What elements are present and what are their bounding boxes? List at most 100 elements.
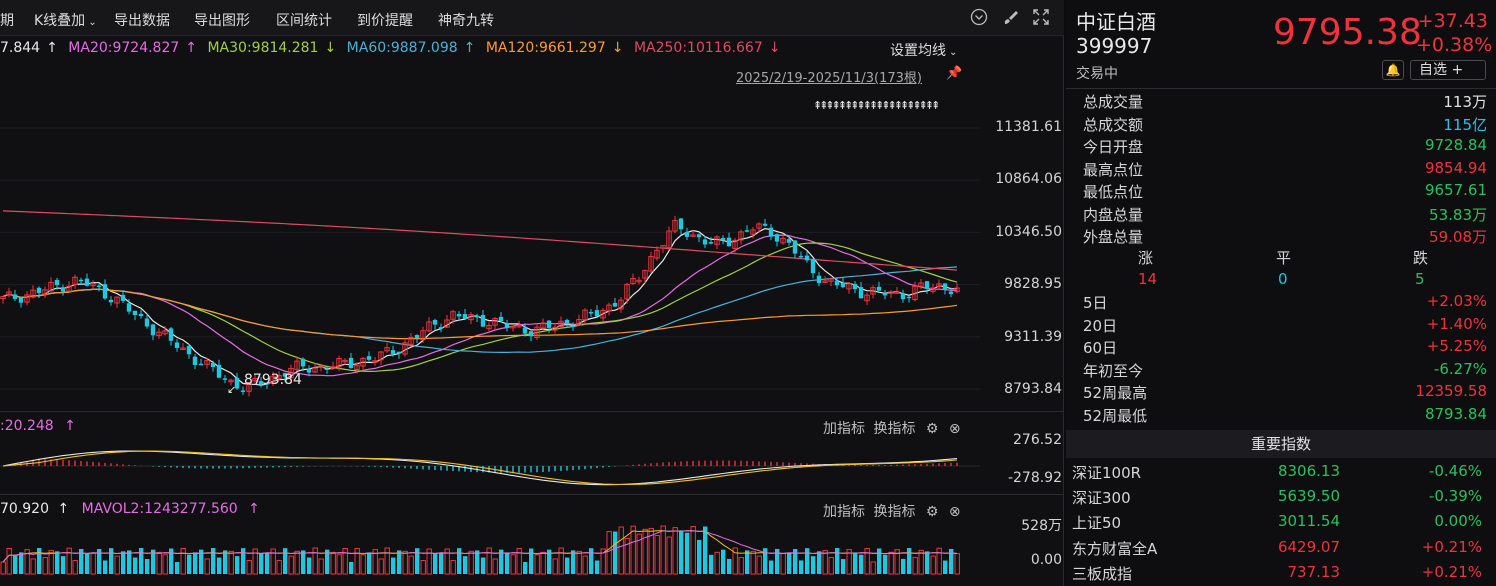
volume-bar xyxy=(463,556,468,574)
volume-bar xyxy=(828,556,834,575)
candle-body xyxy=(540,322,546,329)
quote-panel: 中证白酒 399997 9795.38 +37.43 +0.38% 交易中 🔔 … xyxy=(1066,0,1496,586)
overlay-menu[interactable]: K线叠加 ⌄ xyxy=(34,10,97,30)
candle-body xyxy=(324,368,330,370)
volume-bar xyxy=(199,549,204,574)
range-link[interactable]: 2025/2/19-2025/11/3(173根) xyxy=(736,71,922,86)
candle-body xyxy=(42,289,48,295)
add-indicator-button[interactable]: 加指标 xyxy=(823,421,865,437)
candle-body xyxy=(936,283,942,287)
index-row[interactable]: 深证300 5639.50 -0.39% xyxy=(1072,487,1488,511)
volume-bar xyxy=(156,551,162,575)
magic-reversal-button[interactable]: 神奇九转 xyxy=(438,13,494,29)
index-row[interactable]: 东方财富全A 6429.07 +0.21% xyxy=(1072,538,1488,562)
volume-bar xyxy=(457,548,462,574)
candle-body xyxy=(852,284,858,290)
candle-body xyxy=(912,285,918,301)
bell-icon[interactable]: 🔔 xyxy=(1382,60,1404,80)
mavol2-value: MAVOL2:1243277.560 xyxy=(81,501,238,517)
range-stats-button[interactable]: 区间统计 xyxy=(276,13,332,29)
volume-bar xyxy=(259,553,264,574)
candle-body xyxy=(426,321,432,332)
candle-body xyxy=(48,281,54,292)
index-name: 东方财富全A xyxy=(1072,539,1158,558)
candle-body xyxy=(558,320,564,328)
stat-value: 9854.94 xyxy=(1424,158,1487,177)
export-data-button[interactable]: 导出数据 xyxy=(114,13,170,29)
fullscreen-icon[interactable] xyxy=(1032,8,1050,30)
index-row[interactable]: 深证100R 8306.13 -0.46% xyxy=(1072,462,1488,486)
candle-body xyxy=(486,324,492,330)
candle-body xyxy=(402,342,408,355)
gear-icon[interactable]: ⚙ xyxy=(925,421,939,437)
stat-label: 最低点位 xyxy=(1083,183,1144,201)
volume-bar xyxy=(540,551,546,575)
period-row: 52周最低 8793.84 xyxy=(1083,405,1487,427)
volume-bar xyxy=(654,534,660,575)
candle-body xyxy=(756,223,762,229)
kline-chart[interactable] xyxy=(0,88,984,418)
switch-indicator-button[interactable]: 换指标 xyxy=(873,504,916,520)
candle-body xyxy=(294,360,300,370)
volume-bar xyxy=(721,549,726,574)
volume-bar xyxy=(883,554,888,574)
volume-bar xyxy=(679,530,684,574)
candle-body xyxy=(90,283,96,287)
candle-body xyxy=(306,368,312,373)
volume-bar xyxy=(13,554,18,574)
add-watchlist-button[interactable]: 自选 + xyxy=(1410,60,1486,80)
candle-body xyxy=(882,293,888,296)
volume-bar xyxy=(769,560,774,574)
volume-bar xyxy=(354,548,360,575)
volume-bar xyxy=(709,554,714,574)
pin-icon[interactable]: 📌 xyxy=(946,66,963,81)
export-chart-button[interactable]: 导出图形 xyxy=(194,13,250,29)
candle-body xyxy=(606,304,612,312)
brush-icon[interactable] xyxy=(1002,8,1020,30)
divider xyxy=(1066,88,1496,89)
macd-y-bottom: -278.92 xyxy=(1007,470,1062,486)
volume-bar xyxy=(30,558,36,575)
candle-body xyxy=(738,231,744,241)
price-alert-button[interactable]: 到价提醒 xyxy=(357,13,413,29)
candle-body xyxy=(924,281,930,289)
down-count: 5 xyxy=(1415,270,1425,288)
volume-bar xyxy=(817,551,822,574)
candle-body xyxy=(240,390,246,392)
volume-bar xyxy=(301,550,306,574)
volume-bar xyxy=(775,548,780,574)
candle-body xyxy=(144,318,150,327)
candle-body xyxy=(138,313,144,317)
chevron-circle-icon[interactable] xyxy=(970,8,988,30)
close-icon[interactable]: ⊗ xyxy=(948,421,961,437)
candle-body xyxy=(696,234,702,238)
volume-bar xyxy=(624,537,630,575)
ma-settings-button[interactable]: 设置均线 ⌄ xyxy=(890,40,957,60)
candle-body xyxy=(330,366,336,369)
candle-body xyxy=(366,356,372,360)
close-icon[interactable]: ⊗ xyxy=(948,504,961,520)
macd-chart[interactable] xyxy=(0,438,984,494)
candle-body xyxy=(918,282,924,287)
candle-body xyxy=(888,291,894,294)
index-row[interactable]: 三板成指 737.13 +0.21% xyxy=(1072,563,1488,586)
candle-body xyxy=(408,337,414,345)
candle-body xyxy=(180,347,186,350)
index-row[interactable]: 上证50 3011.54 0.00% xyxy=(1072,512,1488,536)
period-label: 52周最高 xyxy=(1083,384,1148,402)
add-indicator-button[interactable]: 加指标 xyxy=(823,504,865,520)
volume-bar xyxy=(648,527,654,575)
switch-indicator-button[interactable]: 换指标 xyxy=(873,421,916,437)
breadth-labels: 涨 平 跌 xyxy=(1083,247,1487,269)
period-menu[interactable]: 期 xyxy=(0,13,14,29)
candle-body xyxy=(312,367,318,373)
candle-body xyxy=(582,309,588,321)
volume-bar xyxy=(918,549,924,575)
volume-bar xyxy=(703,526,708,574)
candle-body xyxy=(750,229,756,235)
volume-bar xyxy=(391,557,396,574)
volume-chart[interactable] xyxy=(0,518,984,578)
gear-icon[interactable]: ⚙ xyxy=(925,504,939,520)
ma30-value: MA30:9814.281 xyxy=(207,40,319,56)
volume-bar xyxy=(552,558,558,575)
